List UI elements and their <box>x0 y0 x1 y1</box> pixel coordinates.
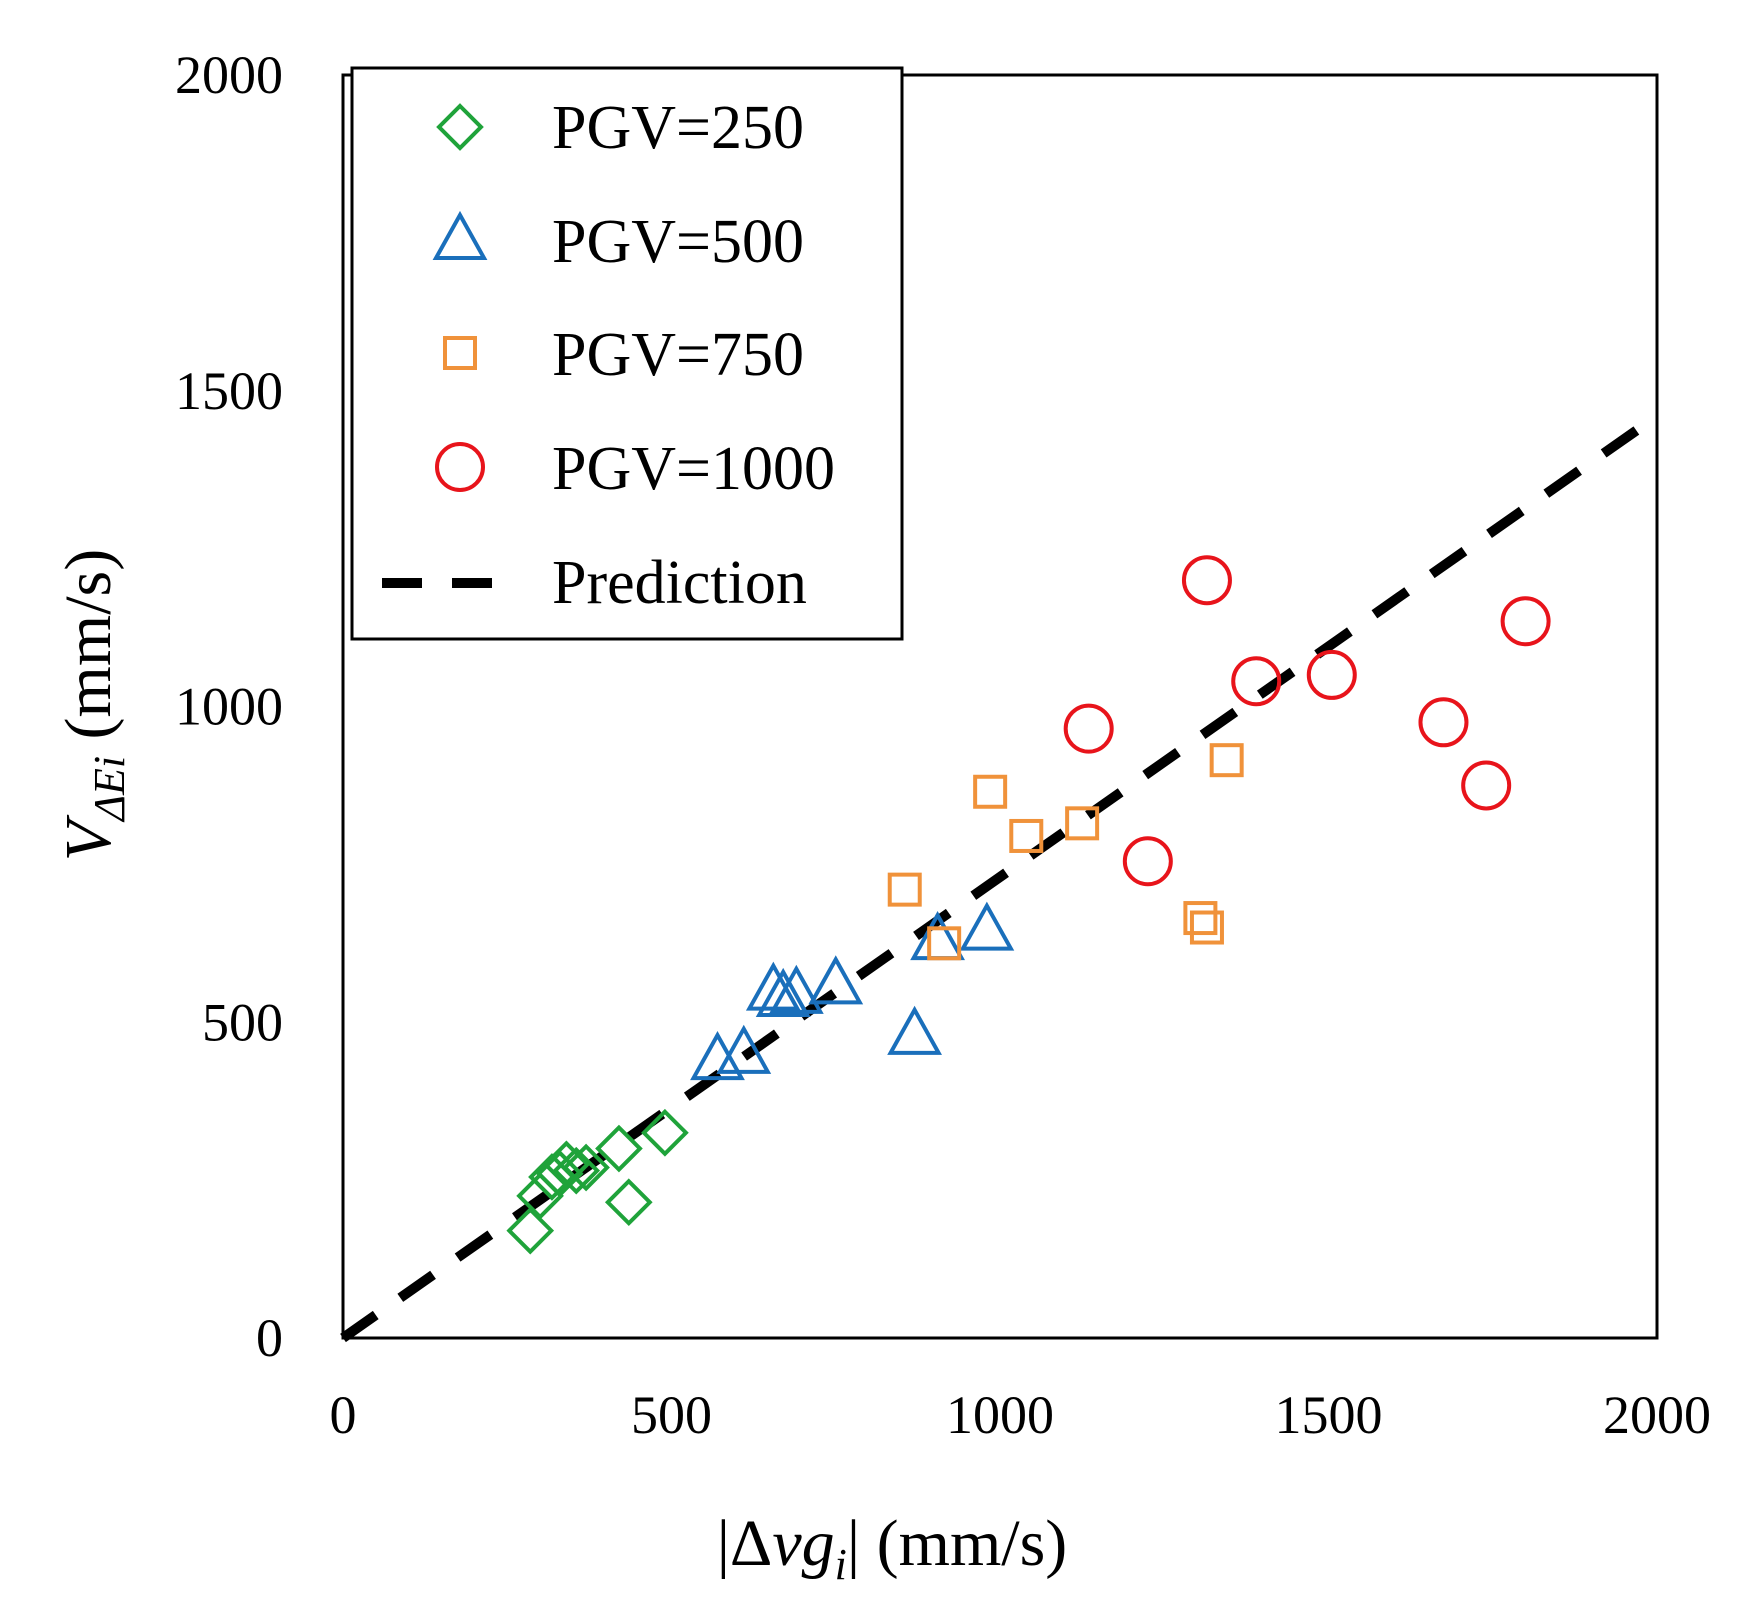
y-tick-label: 2000 <box>175 45 283 105</box>
x-tick-label: 1500 <box>1275 1385 1383 1445</box>
legend-marker-circle <box>435 442 485 492</box>
data-point-pgv750 <box>927 926 962 961</box>
x-axis-title-sub: i <box>835 1540 847 1589</box>
y-tick-label: 1500 <box>175 361 283 421</box>
y-ticks: 0 500 1000 1500 2000 <box>175 45 283 1368</box>
data-point-pgv500 <box>768 964 824 1014</box>
data-point-pgv250 <box>535 1149 584 1198</box>
legend-label-pgv1000: PGV=1000 <box>552 435 835 503</box>
data-point-pgv750 <box>1209 743 1244 778</box>
data-point-pgv750 <box>973 774 1008 809</box>
x-ticks: 0 500 1000 1500 2000 <box>330 1385 1712 1445</box>
data-point-pgv750 <box>887 872 922 907</box>
y-axis-title-unit: (mm/s) <box>52 549 125 756</box>
data-point-pgv250 <box>641 1108 689 1157</box>
legend-marker-triangle <box>432 210 488 260</box>
x-axis-title: |Δvgi| (mm/s) <box>717 1507 1068 1589</box>
prediction-line <box>340 411 1660 1343</box>
legend-label-prediction: Prediction <box>552 549 807 617</box>
y-tick-label: 0 <box>256 1308 283 1368</box>
data-point-pgv500 <box>887 1005 942 1055</box>
data-point-pgv250 <box>595 1124 643 1173</box>
data-point-pgv1000 <box>1122 836 1173 887</box>
x-axis-title-delta: Δ <box>730 1507 772 1580</box>
x-axis-title-bar-right: | <box>847 1507 860 1580</box>
legend-symbol-pgv1000 <box>435 442 485 492</box>
legend-label-pgv250: PGV=250 <box>552 94 804 162</box>
data-point-pgv250 <box>562 1143 610 1192</box>
x-axis-title-bar-left: | <box>717 1507 730 1580</box>
data-point-pgv500 <box>716 1024 772 1074</box>
data-point-pgv1000 <box>1063 703 1114 754</box>
legend-symbol-pgv750 <box>443 336 477 370</box>
data-point-pgv1000 <box>1418 697 1469 748</box>
data-point-pgv1000 <box>1500 596 1551 647</box>
y-axis-title-var: V <box>52 814 125 861</box>
y-axis-title: VΔEi (mm/s) <box>52 549 134 861</box>
data-markers <box>506 555 1551 1255</box>
legend-label-pgv750: PGV=750 <box>552 321 804 389</box>
data-point-pgv250 <box>542 1140 591 1189</box>
data-point-pgv1000 <box>1231 656 1282 707</box>
data-point-pgv250 <box>604 1178 653 1227</box>
x-axis-title-var: vg <box>772 1507 834 1580</box>
y-tick-label: 500 <box>202 992 283 1052</box>
legend-marker-square <box>443 336 477 370</box>
legend-symbol-pgv250 <box>436 103 484 151</box>
legend-marker-diamond <box>436 103 484 151</box>
data-point-pgv250 <box>506 1206 555 1255</box>
legend-label-pgv500: PGV=500 <box>552 208 804 276</box>
x-tick-label: 500 <box>631 1385 712 1445</box>
legend-symbol-pgv500 <box>432 210 488 260</box>
data-point-pgv750 <box>1009 818 1044 853</box>
data-point-pgv750 <box>1189 910 1224 945</box>
plot-area-frame <box>341 73 1659 1340</box>
x-axis-title-unit: (mm/s) <box>860 1507 1067 1580</box>
data-point-pgv500 <box>755 967 811 1017</box>
x-tick-label: 2000 <box>1603 1385 1711 1445</box>
y-axis-title-sub: ΔEi <box>85 756 134 823</box>
y-tick-label: 1000 <box>175 677 283 737</box>
data-point-pgv500 <box>959 901 1015 951</box>
data-point-pgv250 <box>552 1146 601 1195</box>
data-point-pgv500 <box>808 955 864 1005</box>
data-point-pgv750 <box>1065 806 1100 841</box>
data-point-pgv1000 <box>1461 760 1512 811</box>
legend: PGV=250 PGV=500 PGV=750 PGV=1000 Predict… <box>350 66 904 641</box>
data-point-pgv1000 <box>1181 555 1232 606</box>
data-point-pgv750 <box>1183 901 1218 936</box>
data-point-pgv1000 <box>1306 649 1357 700</box>
x-tick-label: 0 <box>330 1385 357 1445</box>
x-tick-label: 1000 <box>946 1385 1054 1445</box>
